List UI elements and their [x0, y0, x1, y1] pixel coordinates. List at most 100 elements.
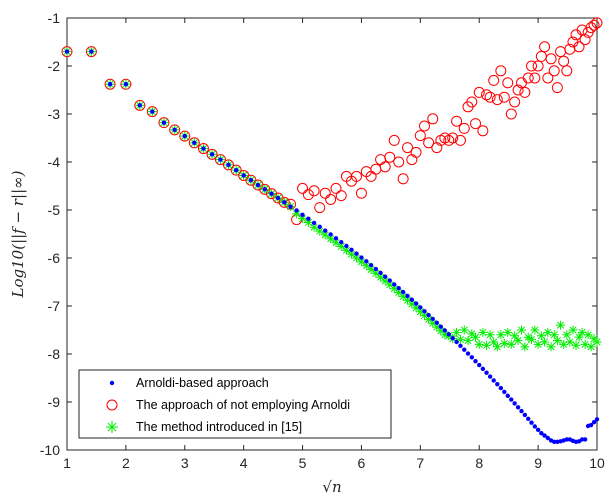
data-point-circle — [61, 46, 73, 58]
data-point-dot — [418, 305, 423, 310]
data-point-circle — [481, 89, 493, 101]
data-point-dot — [328, 232, 333, 237]
data-point-circle — [214, 154, 226, 166]
data-point-asterisk — [530, 325, 540, 335]
data-point-circle — [319, 187, 331, 199]
data-point-circle — [206, 148, 218, 160]
data-point-circle — [451, 115, 463, 127]
legend-marker-no-arnoldi — [106, 399, 118, 411]
legend-label-arnoldi: Arnoldi-based approach — [136, 376, 269, 390]
data-point-asterisk — [540, 337, 550, 347]
legend-label-no-arnoldi: The approach of not employing Arnoldi — [136, 398, 350, 412]
data-point-dot — [465, 351, 471, 356]
data-point-circle — [558, 55, 570, 67]
data-point-asterisk — [482, 340, 492, 350]
data-point-dot — [226, 162, 231, 168]
data-point-dot — [150, 109, 155, 114]
data-point-asterisk — [517, 325, 527, 335]
legend-marker-method-15 — [106, 421, 118, 433]
data-point-dot — [473, 359, 478, 364]
data-point-dot — [477, 362, 482, 368]
data-point-circle — [573, 41, 585, 53]
data-point-circle — [591, 17, 603, 29]
data-point-circle — [512, 84, 524, 96]
data-point-circle — [454, 134, 466, 146]
data-point-dot — [526, 416, 531, 421]
data-point-dot — [269, 191, 274, 196]
data-point-circle — [551, 82, 563, 94]
data-point-circle — [388, 134, 400, 146]
data-point-asterisk — [499, 338, 509, 348]
data-point-asterisk — [527, 335, 537, 345]
data-point-circle — [158, 117, 170, 129]
data-point-dot — [591, 419, 597, 425]
data-point-asterisk — [510, 331, 520, 341]
data-point-circle — [325, 193, 337, 205]
data-point-circle — [561, 65, 573, 77]
data-point-circle — [410, 146, 422, 158]
data-point-dot — [542, 433, 547, 438]
data-point-dot — [123, 82, 129, 87]
data-point-dot — [532, 424, 538, 429]
y-tick-label: -3 — [48, 106, 61, 122]
data-point-circle — [104, 78, 116, 90]
data-point-circle — [542, 72, 554, 84]
data-point-circle — [393, 156, 405, 168]
data-point-asterisk — [471, 332, 481, 342]
data-point-dot — [89, 49, 94, 54]
data-point-dot — [282, 200, 287, 205]
axis-ticks: 1 2 3 4 5 6 7 8 9 10 -1 -2 -3 -4 -5 -6 -7 -8 -9 -10 — [40, 10, 605, 471]
data-point-circle — [120, 78, 132, 90]
data-point-circle — [484, 91, 496, 103]
data-point-circle — [188, 137, 200, 149]
data-point-circle — [197, 143, 209, 155]
data-point-circle — [169, 124, 181, 136]
data-point-dot — [294, 208, 299, 213]
x-tick-label: 2 — [122, 455, 130, 471]
data-point-dot — [275, 195, 281, 201]
legend-marker-arnoldi — [109, 380, 115, 386]
data-point-dot — [396, 286, 401, 291]
data-point-circle — [526, 60, 538, 72]
data-point-dot — [317, 224, 322, 229]
data-point-dot — [349, 247, 354, 253]
y-tick-label: -2 — [48, 58, 61, 74]
data-point-circle — [230, 164, 242, 176]
data-point-asterisk — [303, 217, 313, 227]
data-point-dot — [387, 278, 392, 283]
y-tick-label: -8 — [48, 346, 61, 362]
x-tick-label: 9 — [534, 455, 542, 471]
data-point-dot — [588, 422, 594, 428]
data-point-dot — [368, 263, 374, 268]
data-point-circle — [419, 120, 431, 132]
data-point-circle — [222, 159, 234, 171]
data-point-dot — [300, 212, 305, 217]
legend: Arnoldi-based approach The approach of n… — [78, 369, 392, 439]
data-point-dot — [413, 301, 419, 306]
data-point-dot — [450, 335, 455, 341]
data-point-dot — [535, 427, 541, 433]
data-point-asterisk — [459, 325, 469, 335]
data-point-asterisk — [543, 327, 553, 337]
data-point-circle — [314, 202, 326, 214]
x-tick-label: 4 — [240, 455, 248, 471]
data-point-asterisk — [485, 330, 495, 340]
data-point-dot — [339, 239, 344, 245]
data-point-dot — [434, 320, 440, 325]
data-point-circle — [397, 173, 409, 185]
data-point-dot — [458, 343, 463, 349]
data-point-asterisk — [326, 234, 336, 244]
data-point-dot — [405, 293, 410, 299]
data-point-dot — [505, 393, 510, 398]
data-point-circle — [509, 96, 521, 108]
data-point-circle — [302, 189, 314, 201]
data-point-dot — [469, 355, 475, 360]
data-point-circle — [414, 130, 426, 142]
y-tick-label: -6 — [48, 250, 61, 266]
data-point-circle — [308, 185, 320, 197]
data-point-asterisk — [586, 342, 596, 352]
data-point-asterisk — [463, 336, 473, 346]
y-tick-label: -9 — [48, 394, 61, 410]
x-tick-label: 6 — [358, 455, 366, 471]
series-2 — [62, 47, 602, 352]
